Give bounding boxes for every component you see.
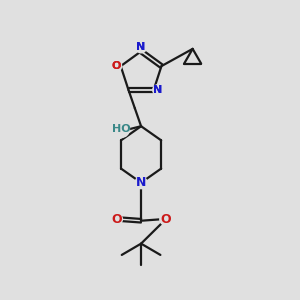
Text: O: O <box>160 213 171 226</box>
Circle shape <box>153 85 164 95</box>
Text: HO: HO <box>112 124 130 134</box>
Text: N: N <box>136 43 146 52</box>
Circle shape <box>111 61 122 71</box>
Text: N: N <box>154 85 163 95</box>
Circle shape <box>136 42 146 53</box>
Text: O: O <box>111 213 122 226</box>
Text: N: N <box>136 43 146 52</box>
Text: N: N <box>154 85 163 95</box>
Circle shape <box>110 213 122 225</box>
Text: N: N <box>136 176 146 189</box>
Text: O: O <box>112 61 121 71</box>
Circle shape <box>160 213 172 225</box>
Circle shape <box>135 177 147 189</box>
Circle shape <box>113 121 130 137</box>
Text: O: O <box>112 61 121 71</box>
